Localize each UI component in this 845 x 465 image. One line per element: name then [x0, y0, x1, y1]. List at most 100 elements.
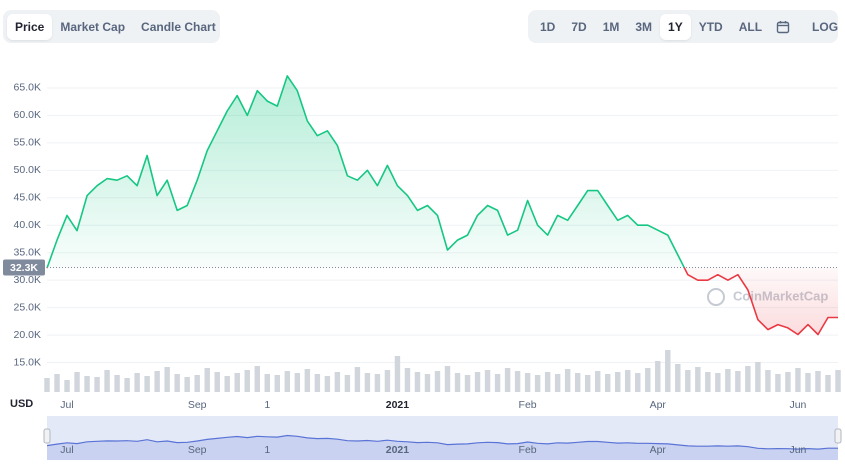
- volume-bar: [705, 372, 711, 392]
- volume-bar: [374, 374, 381, 392]
- volume-bar: [504, 368, 511, 392]
- y-tick-label: 50.0K: [14, 164, 41, 176]
- volume-bar: [574, 373, 581, 392]
- volume-bar: [755, 362, 761, 392]
- volume-bar: [154, 371, 160, 392]
- navigator-area: [47, 435, 838, 460]
- watermark: CoinMarketCap: [733, 288, 828, 303]
- volume-bar: [254, 366, 260, 392]
- volume-bar: [665, 350, 671, 392]
- navigator-tick-label: 2021: [386, 444, 410, 456]
- volume-bar: [474, 372, 481, 392]
- volume-bar: [264, 374, 270, 392]
- navigator-tick-label: Jun: [789, 444, 806, 456]
- volume-bar: [685, 370, 691, 392]
- volume-bar: [655, 361, 661, 392]
- log-button[interactable]: LOG: [812, 19, 839, 34]
- x-tick-label: Sep: [188, 399, 207, 411]
- volume-bar: [615, 372, 621, 392]
- navigator-tick-label: Jul: [60, 444, 73, 456]
- volume-bar: [294, 373, 301, 392]
- range-button[interactable]: 3M: [635, 19, 653, 34]
- volume-bar: [675, 364, 681, 392]
- volume-bar: [424, 374, 431, 392]
- volume-bar: [735, 371, 741, 392]
- calendar-icon: [776, 20, 790, 33]
- y-tick-label: 30.0K: [14, 274, 41, 286]
- range-button[interactable]: 1D: [540, 19, 556, 34]
- volume-bar: [494, 374, 501, 392]
- volume-bar: [194, 375, 200, 392]
- volume-bar: [514, 371, 521, 392]
- volume-bar: [74, 372, 80, 392]
- baseline-label: 32.3K: [10, 262, 38, 274]
- navigator-tick-label: Sep: [188, 444, 207, 456]
- volume-bar: [234, 373, 240, 392]
- volume-bar: [284, 371, 291, 392]
- volume-bar: [444, 366, 451, 392]
- range-button[interactable]: 7D: [571, 19, 587, 34]
- y-tick-label: 65.0K: [14, 82, 41, 94]
- currency-label: USD: [10, 398, 33, 410]
- volume-bar: [384, 370, 391, 392]
- volume-bar: [364, 373, 371, 392]
- navigator-tick-label: Feb: [519, 444, 537, 456]
- volume-bar: [825, 375, 831, 392]
- volume-bar: [394, 356, 401, 392]
- volume-bar: [114, 375, 120, 392]
- volume-bar: [44, 378, 50, 392]
- range-selector: 1D 7D 1M 3M 1Y YTD ALL LOG: [528, 10, 838, 43]
- volume-bar: [795, 368, 801, 392]
- volume-bar: [544, 372, 551, 392]
- volume-bar: [775, 374, 781, 392]
- navigator-handle[interactable]: [43, 428, 51, 444]
- volume-bar: [164, 367, 170, 392]
- x-tick-label: 2021: [386, 399, 410, 411]
- volume-bar: [84, 376, 90, 392]
- volume-bar: [454, 373, 461, 392]
- range-button[interactable]: ALL: [738, 19, 763, 34]
- tab-button[interactable]: Candle Chart: [141, 19, 216, 34]
- tab-button[interactable]: Market Cap: [60, 19, 126, 34]
- volume-bar: [805, 373, 811, 392]
- range-button[interactable]: 1M: [602, 19, 620, 34]
- x-tick-label: Feb: [519, 399, 537, 411]
- baseline-label-box: [3, 259, 45, 276]
- volume-bar: [635, 373, 641, 392]
- volume-bar: [534, 375, 541, 392]
- y-tick-label: 55.0K: [14, 137, 41, 149]
- range-button[interactable]: 1Y: [660, 13, 691, 40]
- navigator-handle[interactable]: [834, 428, 842, 444]
- range-button[interactable]: YTD: [698, 19, 723, 34]
- volume-bar: [204, 368, 210, 392]
- volume-bar: [564, 369, 571, 392]
- volume-bar: [174, 374, 180, 392]
- volume-bar: [765, 370, 771, 392]
- volume-bar: [224, 376, 230, 392]
- volume-bar: [304, 369, 311, 392]
- volume-bar: [54, 374, 60, 392]
- volume-bar: [604, 374, 611, 392]
- volume-bar: [274, 375, 281, 392]
- volume-bar: [715, 373, 721, 392]
- volume-bar: [484, 370, 491, 392]
- volume-bar: [184, 377, 190, 392]
- calendar-button[interactable]: [770, 14, 796, 40]
- volume-bar: [214, 372, 220, 392]
- price-line: [46, 75, 838, 336]
- navigator-tick-label: Apr: [650, 444, 667, 456]
- volume-bar: [835, 370, 841, 392]
- y-tick-label: 25.0K: [14, 301, 41, 313]
- tab-button[interactable]: Price: [7, 13, 53, 40]
- y-tick-label: 40.0K: [14, 219, 41, 231]
- volume-bar: [584, 375, 591, 392]
- volume-bar: [134, 373, 140, 392]
- x-tick-label: Jul: [60, 399, 73, 411]
- volume-bar: [524, 373, 531, 392]
- y-tick-label: 15.0K: [14, 356, 41, 368]
- volume-bar: [434, 371, 441, 392]
- watermark-logo: [707, 288, 725, 306]
- volume-bar: [464, 375, 471, 392]
- y-tick-label: 20.0K: [14, 329, 41, 341]
